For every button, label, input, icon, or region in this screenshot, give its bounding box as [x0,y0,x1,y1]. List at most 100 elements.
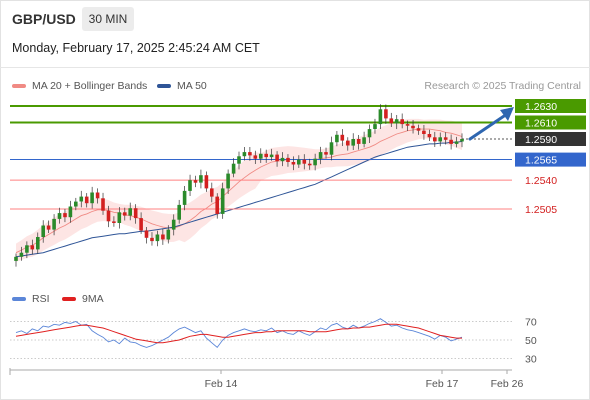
candle-body [324,152,328,155]
candle-body [346,140,350,146]
candle-body [427,134,432,138]
timeframe-badge[interactable]: 30 MIN [82,7,134,31]
candle-body [166,229,171,240]
candle-body [155,234,160,242]
candle-body [454,141,459,144]
candle-body [373,124,377,129]
candle-body [449,139,453,144]
candle-body [307,163,312,166]
candle-body [139,218,143,231]
candle-body [220,188,225,214]
candle-body [313,158,317,166]
level-tag-bg-1.2610 [515,115,586,130]
candle-body [95,192,100,199]
rsi-ma-swatch [62,297,76,301]
legend-bollinger-label: MA 20 + Bollinger Bands [32,80,148,92]
candle-body [340,134,345,141]
candle-body [297,159,301,165]
candle-body [389,118,394,124]
candle-body [177,204,181,220]
candle-body [400,119,404,125]
candle-body [46,225,51,230]
rsi-line [15,318,463,349]
candle-body [63,213,67,218]
candle-body [394,119,399,124]
candle-body [335,134,339,143]
rsi-swatch [12,297,26,301]
candle-body [362,137,366,144]
level-tag-1.2630: 1.2630 [525,101,557,113]
candle-body [193,180,198,183]
candle-body [84,196,89,204]
x-tick-label: Feb 17 [426,378,459,390]
rsi-tick-label: 70 [525,317,537,329]
candle-body [74,201,78,207]
candle-body [30,245,35,250]
forecast-arrow-shaft [468,112,509,141]
candle-body [416,128,421,131]
candle-body [291,162,296,165]
candle-body [275,154,279,162]
candle-body [384,109,388,119]
candle-body [199,175,203,183]
level-tag-bg-1.2630 [515,99,586,113]
candle-body [128,208,132,216]
credit-label: Research © 2025 Trading Central [424,80,581,92]
level-tag-1.2505: 1.2505 [525,204,557,216]
candle-body [182,190,187,205]
candle-body [253,155,258,159]
candle-body [329,142,334,155]
candle-body [106,210,111,222]
candle-body [144,230,149,238]
candle-body [231,163,236,174]
candle-body [411,125,415,129]
header-divider [0,67,590,68]
candle-body [19,252,24,257]
candle-body [286,157,290,162]
legend-rsi-label: RSI [32,293,50,305]
candle-body [133,208,138,219]
bollinger-band-fill [16,118,462,262]
candle-body [356,139,361,144]
level-tag-1.2610: 1.2610 [525,118,557,130]
candle-body [259,153,263,159]
candle-body [438,137,442,142]
candle-body [226,173,230,189]
ma50-line [15,140,463,258]
x-tick-label: Feb 14 [205,378,238,390]
rsi-tick-label: 50 [525,335,537,347]
bollinger-swatch [12,84,26,88]
legend-rsi: RSI [12,293,50,305]
candle-body [210,188,214,197]
ma50-swatch [157,84,171,88]
rsi-ma-line [15,323,462,344]
candle-body [57,213,62,219]
level-tag-bg-1.2590 [515,132,586,146]
candle-body [14,256,18,261]
candle-body [117,212,122,223]
candle-body [123,212,127,216]
candle-body [25,245,29,253]
candle-body [460,139,464,142]
candle-body [422,130,426,134]
candle-body [101,198,105,211]
candle-body [150,237,154,242]
candle-body [215,196,219,214]
candle-body [90,192,94,204]
candle-body [242,152,247,157]
candle-body [433,137,437,142]
level-tag-1.2540: 1.2540 [525,175,557,187]
candle-body [188,180,192,191]
candle-body [405,124,410,126]
legend-rsi-ma-label: 9MA [82,293,104,305]
candle-body [351,139,355,146]
candle-body [68,206,73,218]
candle-body [269,154,274,158]
candle-body [237,156,241,164]
x-tick-label: Feb 26 [491,378,524,390]
candle-body [112,221,116,223]
candle-body [204,175,209,189]
candle-body [79,196,84,202]
rsi-tick-label: 30 [525,354,537,366]
